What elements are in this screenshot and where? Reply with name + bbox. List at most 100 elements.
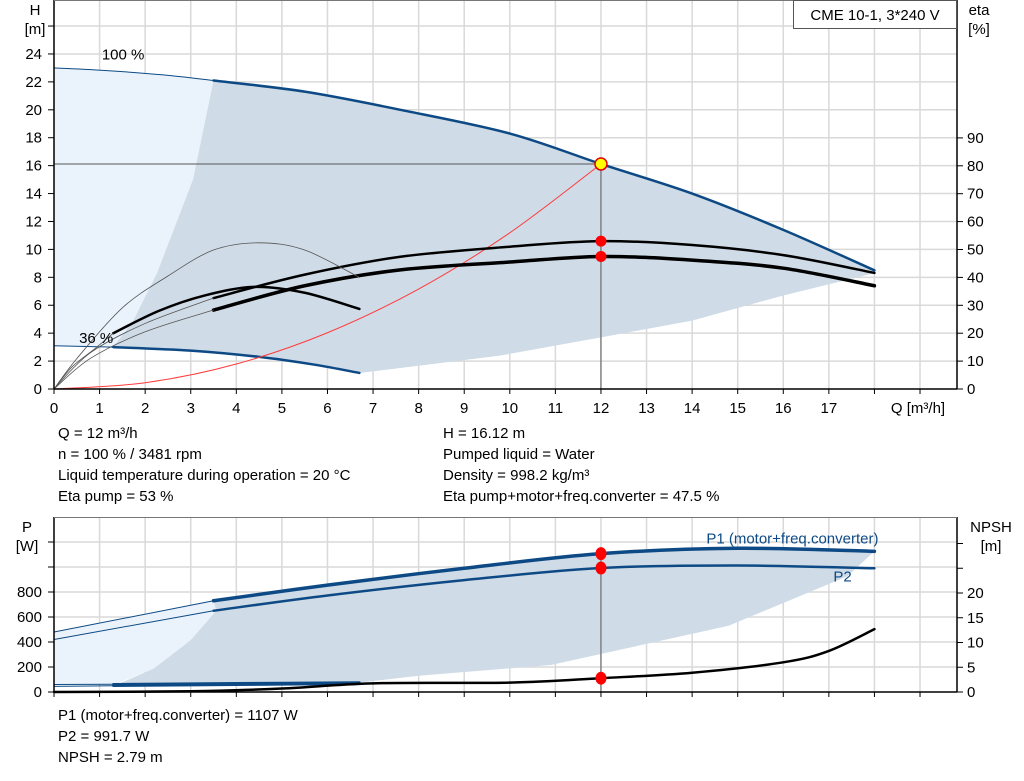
curve-p1-motor-freq-converter- <box>211 546 877 603</box>
y-tick-label: 12 <box>25 213 42 230</box>
x-tick-label: 0 <box>50 400 58 417</box>
info-density: Density = 998.2 kg/m³ <box>443 467 590 484</box>
x-tick-label: 11 <box>548 400 564 417</box>
curve-8 <box>52 627 876 694</box>
top-axes: 0 1 2 3 4 5 6 7 8 9 10 11 12 13 14 15 16 1702468101214161… <box>25 0 984 417</box>
y-tick-label: 22 <box>25 74 42 91</box>
y-tick-label: 16 <box>25 158 42 175</box>
y2-tick-label: 0 <box>967 381 975 398</box>
y2-tick-label: 80 <box>967 158 984 175</box>
curve-7 <box>112 285 361 335</box>
info-npsh: NPSH = 2.79 m <box>58 749 163 766</box>
bottom-regions <box>54 548 875 685</box>
extended-range-region <box>54 600 217 685</box>
y-tick-label: 600 <box>17 609 42 626</box>
curve-8 <box>53 242 360 390</box>
y-tick-label: 6 <box>34 297 42 314</box>
info-p1: P1 (motor+freq.converter) = 1107 W <box>58 707 298 724</box>
y2-tick-label: 90 <box>967 130 984 147</box>
info-top-left: Q = 12 m³/h n = 100 % / 3481 rpm Liquid … <box>58 423 350 507</box>
bottom-axes: 0 200 400 600 800 0 5 10 15 20 <box>17 517 984 701</box>
operating-range-region <box>117 548 875 685</box>
x-tick-label: 15 <box>729 400 746 417</box>
curve-p1-motor-freq-converter- <box>53 600 215 633</box>
h-axis-unit: [m] <box>25 21 46 38</box>
curve-label: 100 % <box>102 47 145 64</box>
y2-tick-label: 15 <box>967 610 984 627</box>
y-tick-label: 4 <box>34 325 42 342</box>
y-tick-label: 24 <box>25 46 42 63</box>
info-eta-total: Eta pump+motor+freq.converter = 47.5 % <box>443 488 720 505</box>
curve-5 <box>112 681 361 686</box>
curve-6 <box>211 254 877 312</box>
info-temperature: Liquid temperature during operation = 20… <box>58 467 351 484</box>
y-tick-label: 2 <box>34 353 42 370</box>
p-axis-unit: [W] <box>16 538 39 555</box>
y2-tick-label: 70 <box>967 186 984 203</box>
operating-point-marker <box>595 250 607 262</box>
y2-tick-label: 20 <box>967 325 984 342</box>
x-tick-label: 2 <box>141 400 149 417</box>
curve-p2 <box>212 564 876 612</box>
operating-range-region <box>113 80 875 373</box>
curve-label: P1 (motor+freq.converter) <box>706 530 878 547</box>
info-speed: n = 100 % / 3481 rpm <box>58 446 202 463</box>
curve-9 <box>53 332 114 390</box>
y-tick-label: 8 <box>34 269 42 286</box>
y2-tick-label: 10 <box>967 353 984 370</box>
y-tick-label: 18 <box>25 130 42 147</box>
eta-axis-title: eta <box>969 2 991 19</box>
x-tick-label: 16 <box>775 400 792 417</box>
model-label: CME 10-1, 3*240 V <box>810 7 939 24</box>
x-tick-label: 14 <box>684 400 701 417</box>
top-series: 100 % 36 % <box>53 47 877 390</box>
operating-point-marker <box>595 547 607 561</box>
y2-tick-label: 40 <box>967 269 984 286</box>
npsh-axis-title: NPSH <box>970 519 1012 536</box>
y2-tick-label: 5 <box>967 659 975 676</box>
y2-tick-label: 0 <box>967 684 975 701</box>
x-tick-label: 1 <box>95 400 103 417</box>
npsh-axis-unit: [m] <box>981 538 1002 555</box>
y2-tick-label: 10 <box>967 635 984 652</box>
y-tick-label: 800 <box>17 584 42 601</box>
info-top-right: H = 16.12 m Pumped liquid = Water Densit… <box>443 423 719 507</box>
extended-range-region <box>54 67 214 348</box>
curve-5 <box>212 239 876 300</box>
system-curve <box>53 163 602 390</box>
p-axis-title: P <box>22 519 32 536</box>
y-tick-label: 400 <box>17 634 42 651</box>
curve-6 <box>53 685 114 687</box>
y-tick-label: 14 <box>25 186 42 203</box>
x-tick-label: 10 <box>501 400 518 417</box>
info-eta-pump: Eta pump = 53 % <box>58 488 174 505</box>
top-regions <box>54 67 875 373</box>
x-tick-label: 9 <box>460 400 468 417</box>
x-tick-label: 6 <box>323 400 331 417</box>
curve-100- <box>212 79 876 272</box>
y-tick-label: 0 <box>34 381 42 398</box>
curve-10 <box>53 297 214 390</box>
y2-tick-label: 50 <box>967 242 984 259</box>
operating-point-marker <box>595 561 607 575</box>
operating-point-marker <box>595 235 607 247</box>
curve-100- <box>53 67 215 81</box>
y-tick-label: 20 <box>25 102 42 119</box>
y2-tick-label: 20 <box>967 585 984 602</box>
curve-p2 <box>53 610 215 640</box>
eta-axis-unit: [%] <box>968 21 990 38</box>
curve-label: 36 % <box>79 330 113 347</box>
info-p2: P2 = 991.7 W <box>58 728 150 745</box>
x-tick-label: 7 <box>369 400 377 417</box>
y2-tick-label: 30 <box>967 297 984 314</box>
h-axis-title: H <box>30 2 41 19</box>
curve-11 <box>53 309 214 390</box>
duty-point-marker <box>594 157 608 171</box>
curve-7 <box>112 682 361 687</box>
operating-point-marker <box>595 671 607 685</box>
x-tick-label: 12 <box>593 400 610 417</box>
x-tick-label: 5 <box>278 400 286 417</box>
x-tick-label: 17 <box>821 400 838 417</box>
model-label-box <box>793 0 957 29</box>
